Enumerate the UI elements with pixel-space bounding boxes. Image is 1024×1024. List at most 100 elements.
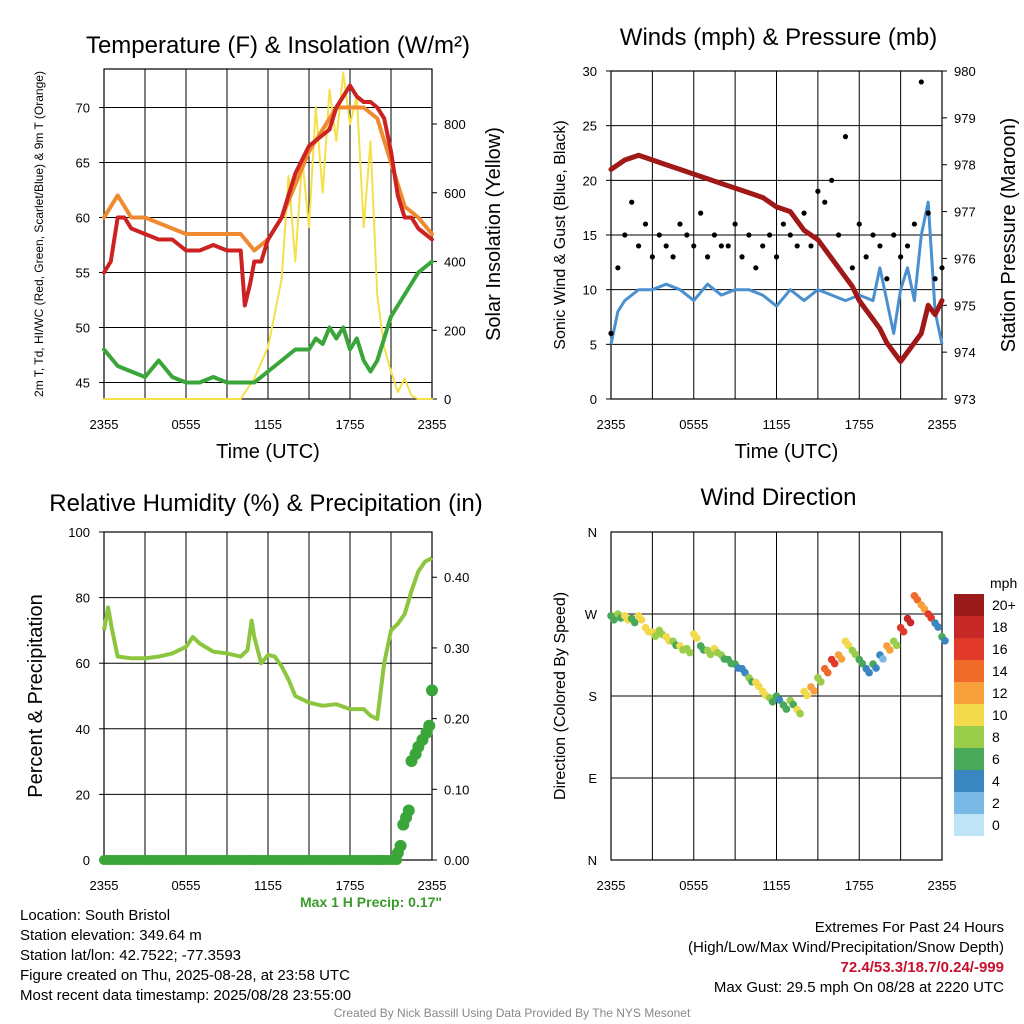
dir-legend-swatch bbox=[954, 638, 984, 660]
dir-point bbox=[906, 618, 915, 627]
dir-legend-swatch bbox=[954, 704, 984, 726]
wind-gust-point bbox=[677, 221, 683, 227]
max-precip-note: Max 1 H Precip: 0.17" bbox=[300, 894, 443, 910]
dir-y-tick-label: S bbox=[588, 689, 597, 704]
dir-point bbox=[817, 677, 825, 686]
wind-gust-point bbox=[891, 232, 897, 238]
dir-legend-swatch bbox=[954, 770, 984, 792]
wind-gust-point bbox=[932, 276, 938, 282]
credit-text: Created By Nick Bassill Using Data Provi… bbox=[333, 1006, 691, 1020]
dir-point bbox=[837, 655, 846, 663]
wind-gust-point bbox=[649, 254, 655, 260]
temp-x-tick-label: 2355 bbox=[90, 417, 119, 432]
dir-legend-label: 18 bbox=[992, 619, 1008, 635]
dir-legend-label: 0 bbox=[992, 817, 1000, 833]
wind-gust-point bbox=[911, 221, 918, 227]
wind-gust-point bbox=[835, 232, 842, 238]
wind-gust-point bbox=[629, 199, 635, 205]
wind-gust-point bbox=[698, 210, 704, 216]
dir-point bbox=[865, 668, 873, 677]
dir-point bbox=[892, 641, 901, 650]
wind-y2-tick-label: 974 bbox=[954, 345, 976, 360]
dir-legend-label: 14 bbox=[992, 663, 1008, 679]
wind-gust-point bbox=[794, 243, 800, 249]
wind-gust-point bbox=[856, 221, 862, 227]
wind-y2-tick-label: 978 bbox=[954, 158, 976, 173]
temp-x-axis-label: Time (UTC) bbox=[216, 441, 320, 463]
wind-gust-point bbox=[863, 254, 869, 260]
rh-y2-tick-label: 0.00 bbox=[444, 853, 469, 868]
dir-point bbox=[934, 623, 942, 631]
rh-y-tick-label: 40 bbox=[76, 722, 90, 737]
dir-point bbox=[768, 698, 777, 706]
wind-y-tick-label: 30 bbox=[583, 64, 597, 79]
dir-point bbox=[651, 632, 660, 641]
wind-gust-point bbox=[608, 330, 614, 336]
temp-y-tick-label: 50 bbox=[76, 321, 90, 336]
rh-x-tick-label: 1755 bbox=[336, 878, 365, 893]
wind-gust-point bbox=[615, 265, 621, 271]
dir-legend-swatch bbox=[954, 594, 984, 616]
temp-series-orange bbox=[102, 105, 434, 253]
created-text: Figure created on Thu, 2025-08-28, at 23… bbox=[20, 967, 350, 984]
wind-y2-axis-label: Station Pressure (Maroon) bbox=[998, 118, 1020, 353]
dir-legend-swatch bbox=[954, 814, 984, 836]
dir-legend-swatch bbox=[954, 616, 984, 638]
wind-gust-point bbox=[829, 177, 835, 183]
dir-y-tick-label: W bbox=[585, 607, 598, 622]
rh-x-tick-label: 1155 bbox=[254, 878, 282, 893]
dir-point bbox=[686, 648, 694, 657]
dir-point bbox=[692, 634, 701, 642]
latlon-text: Station lat/lon: 42.7522; -77.3593 bbox=[20, 947, 242, 964]
wind-y-tick-label: 5 bbox=[590, 337, 597, 352]
wind-gust-point bbox=[670, 254, 676, 260]
rh-y-tick-label: 60 bbox=[76, 656, 90, 671]
wind-gust-point bbox=[732, 221, 738, 227]
wind-gust-point bbox=[787, 232, 793, 238]
wind-gust-point bbox=[767, 232, 773, 238]
dir-legend-swatch bbox=[954, 682, 984, 704]
dir-y-axis-label: Direction (Colored By Speed) bbox=[552, 592, 569, 800]
rh-precip-point bbox=[402, 804, 415, 817]
location-text: Location: South Bristol bbox=[20, 907, 171, 924]
wind-gust-point bbox=[656, 232, 662, 238]
temp-y-tick-label: 70 bbox=[76, 101, 90, 116]
dir-point bbox=[810, 687, 818, 695]
dir-y-tick-label: N bbox=[588, 853, 597, 868]
dir-point bbox=[886, 646, 894, 654]
rh-precip-point bbox=[423, 719, 436, 732]
dir-legend-label: 10 bbox=[992, 707, 1008, 723]
wind-gust-point bbox=[918, 79, 924, 85]
temp-x-tick-label: 1155 bbox=[254, 417, 282, 432]
temp-x-tick-label: 0555 bbox=[172, 417, 201, 432]
temp-y2-tick-label: 200 bbox=[444, 323, 466, 338]
rh-y-tick-label: 20 bbox=[76, 787, 90, 802]
rh-y2-tick-label: 0.40 bbox=[444, 570, 469, 585]
extremes-values: 72.4/53.3/18.7/0.24/-999 bbox=[840, 959, 1004, 976]
temp-x-tick-label: 1755 bbox=[336, 417, 365, 432]
wind-gust-point bbox=[822, 199, 828, 205]
temp-y-tick-label: 45 bbox=[76, 376, 90, 391]
rh-chart-title: Relative Humidity (%) & Precipitation (i… bbox=[49, 490, 482, 517]
dir-point bbox=[782, 705, 791, 713]
temp-series-red bbox=[102, 83, 434, 308]
dir-point bbox=[899, 627, 908, 636]
dir-legend-label: 2 bbox=[992, 795, 1000, 811]
dir-legend-title: mph bbox=[990, 575, 1017, 591]
wind-gust-point bbox=[849, 265, 855, 271]
temp-y-axis-label: 2m T, Td, HI/WC (Red, Green, Scarlet/Blu… bbox=[32, 71, 46, 397]
dir-legend-label: 20+ bbox=[992, 597, 1016, 613]
rh-y-axis-label: Percent & Precipitation bbox=[25, 594, 47, 797]
wind-y-axis-label: Sonic Wind & Gust (Blue, Black) bbox=[552, 120, 569, 349]
temp-y2-tick-label: 0 bbox=[444, 392, 451, 407]
wind-gust-point bbox=[808, 243, 814, 249]
temp-chart-title: Temperature (F) & Insolation (W/m²) bbox=[86, 32, 470, 59]
wind-gust-point bbox=[711, 232, 718, 238]
extremes-subtitle: (High/Low/Max Wind/Precipitation/Snow De… bbox=[688, 939, 1004, 956]
rh-y2-tick-label: 0.30 bbox=[444, 641, 469, 656]
dir-point bbox=[706, 650, 715, 659]
extremes-info: Extremes For Past 24 Hours (High/Low/Max… bbox=[688, 918, 1004, 998]
wind-y2-tick-label: 975 bbox=[954, 298, 976, 313]
wind-gust-point bbox=[884, 276, 890, 282]
dir-x-tick-label: 1155 bbox=[763, 878, 791, 893]
